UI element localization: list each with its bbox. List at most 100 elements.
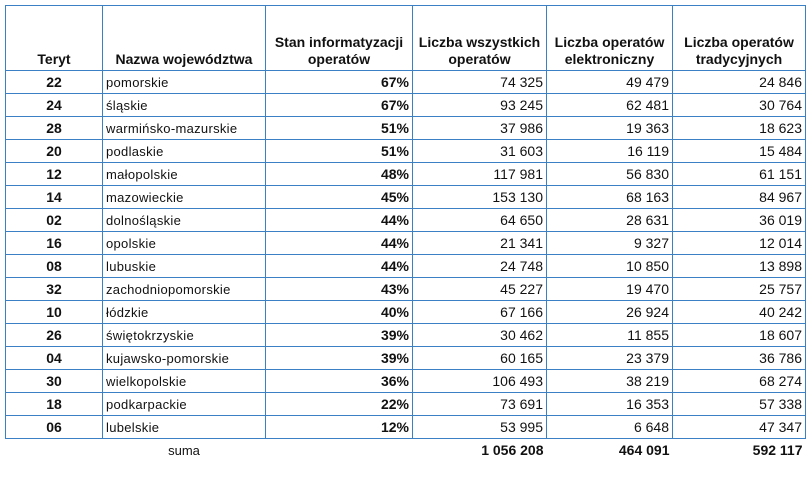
traditional-cell: 18 623 <box>672 116 806 140</box>
teryt-cell: 30 <box>5 369 103 393</box>
electronic-cell: 62 481 <box>546 93 673 117</box>
summary-traditional: 592 117 <box>752 442 803 458</box>
teryt-cell: 06 <box>5 415 103 439</box>
status-cell: 44% <box>265 231 413 255</box>
teryt-cell: 32 <box>5 277 103 301</box>
summary-blank <box>6 439 103 462</box>
electronic-cell: 19 363 <box>546 116 673 140</box>
total-cell: 153 130 <box>412 185 547 209</box>
total-cell: 73 691 <box>412 392 547 416</box>
header-teryt: Teryt <box>5 5 103 71</box>
voivodeship-name-cell: kujawsko-pomorskie <box>102 346 266 370</box>
status-cell: 40% <box>265 300 413 324</box>
traditional-cell: 57 338 <box>672 392 806 416</box>
voivodeship-name-cell: warmińsko-mazurskie <box>102 116 266 140</box>
voivodeship-name-cell: mazowieckie <box>102 185 266 209</box>
status-cell: 67% <box>265 93 413 117</box>
header-traditional: Liczba operatów tradycyjnych <box>672 5 806 71</box>
voivodeship-name-cell: opolskie <box>102 231 266 255</box>
voivodeship-name-cell: łódzkie <box>102 300 266 324</box>
summary-blank <box>266 439 413 462</box>
total-cell: 24 748 <box>412 254 547 278</box>
status-cell: 45% <box>265 185 413 209</box>
summary-row: suma 1 056 208 464 091 592 117 <box>6 439 806 462</box>
voivodeship-name-cell: lubelskie <box>102 415 266 439</box>
electronic-cell: 16 119 <box>546 139 673 163</box>
status-cell: 12% <box>265 415 413 439</box>
table-row: 16 opolskie 44% 21 341 9 327 12 014 <box>5 231 806 255</box>
status-cell: 51% <box>265 139 413 163</box>
teryt-cell: 22 <box>5 70 103 94</box>
voivodeship-operators-table: Teryt Nazwa województwa Stan informatyza… <box>5 5 806 461</box>
table-row: 02 dolnośląskie 44% 64 650 28 631 36 019 <box>5 208 806 232</box>
table-row: 30 wielkopolskie 36% 106 493 38 219 68 274 <box>5 369 806 393</box>
total-cell: 53 995 <box>412 415 547 439</box>
electronic-cell: 49 479 <box>546 70 673 94</box>
traditional-cell: 36 019 <box>672 208 806 232</box>
header-row: Teryt Nazwa województwa Stan informatyza… <box>5 5 806 71</box>
table-row: 08 lubuskie 44% 24 748 10 850 13 898 <box>5 254 806 278</box>
teryt-cell: 26 <box>5 323 103 347</box>
traditional-cell: 30 764 <box>672 93 806 117</box>
header-total: Liczba wszystkich operatów <box>412 5 547 71</box>
traditional-cell: 61 151 <box>672 162 806 186</box>
electronic-cell: 23 379 <box>546 346 673 370</box>
teryt-cell: 24 <box>5 93 103 117</box>
total-cell: 74 325 <box>412 70 547 94</box>
electronic-cell: 26 924 <box>546 300 673 324</box>
summary-electronic: 464 091 <box>618 442 670 458</box>
electronic-cell: 38 219 <box>546 369 673 393</box>
voivodeship-name-cell: zachodniopomorskie <box>102 277 266 301</box>
total-cell: 45 227 <box>412 277 547 301</box>
electronic-cell: 10 850 <box>546 254 673 278</box>
traditional-cell: 40 242 <box>672 300 806 324</box>
table-row: 06 lubelskie 12% 53 995 6 648 47 347 <box>5 415 806 439</box>
voivodeship-name-cell: świętokrzyskie <box>102 323 266 347</box>
table-row: 04 kujawsko-pomorskie 39% 60 165 23 379 36 78… <box>5 346 806 370</box>
voivodeship-name-cell: podkarpackie <box>102 392 266 416</box>
status-cell: 44% <box>265 254 413 278</box>
traditional-cell: 36 786 <box>672 346 806 370</box>
total-cell: 106 493 <box>412 369 547 393</box>
voivodeship-name-cell: śląskie <box>102 93 266 117</box>
teryt-cell: 18 <box>5 392 103 416</box>
voivodeship-name-cell: dolnośląskie <box>102 208 266 232</box>
voivodeship-name-cell: wielkopolskie <box>102 369 266 393</box>
status-cell: 48% <box>265 162 413 186</box>
status-cell: 39% <box>265 323 413 347</box>
voivodeship-name-cell: pomorskie <box>102 70 266 94</box>
summary-total: 1 056 208 <box>481 442 544 458</box>
header-electronic: Liczba operatów elektroniczny <box>546 5 673 71</box>
status-cell: 67% <box>265 70 413 94</box>
status-cell: 36% <box>265 369 413 393</box>
voivodeship-name-cell: lubuskie <box>102 254 266 278</box>
status-cell: 43% <box>265 277 413 301</box>
status-cell: 39% <box>265 346 413 370</box>
total-cell: 37 986 <box>412 116 547 140</box>
electronic-cell: 19 470 <box>546 277 673 301</box>
total-cell: 60 165 <box>412 346 547 370</box>
electronic-cell: 28 631 <box>546 208 673 232</box>
table-row: 20 podlaskie 51% 31 603 16 119 15 484 <box>5 139 806 163</box>
total-cell: 93 245 <box>412 93 547 117</box>
header-name: Nazwa województwa <box>102 5 266 71</box>
teryt-cell: 08 <box>5 254 103 278</box>
traditional-cell: 15 484 <box>672 139 806 163</box>
traditional-cell: 24 846 <box>672 70 806 94</box>
electronic-cell: 56 830 <box>546 162 673 186</box>
table-row: 18 podkarpackie 22% 73 691 16 353 57 338 <box>5 392 806 416</box>
electronic-cell: 6 648 <box>546 415 673 439</box>
teryt-cell: 16 <box>5 231 103 255</box>
teryt-cell: 02 <box>5 208 103 232</box>
electronic-cell: 9 327 <box>546 231 673 255</box>
teryt-cell: 12 <box>5 162 103 186</box>
table-row: 14 mazowieckie 45% 153 130 68 163 84 967 <box>5 185 806 209</box>
status-cell: 22% <box>265 392 413 416</box>
teryt-cell: 10 <box>5 300 103 324</box>
electronic-cell: 16 353 <box>546 392 673 416</box>
total-cell: 30 462 <box>412 323 547 347</box>
table-row: 10 łódzkie 40% 67 166 26 924 40 242 <box>5 300 806 324</box>
voivodeship-name-cell: podlaskie <box>102 139 266 163</box>
table-row: 26 świętokrzyskie 39% 30 462 11 855 18 607 <box>5 323 806 347</box>
header-status: Stan informatyzacji operatów <box>265 5 413 71</box>
